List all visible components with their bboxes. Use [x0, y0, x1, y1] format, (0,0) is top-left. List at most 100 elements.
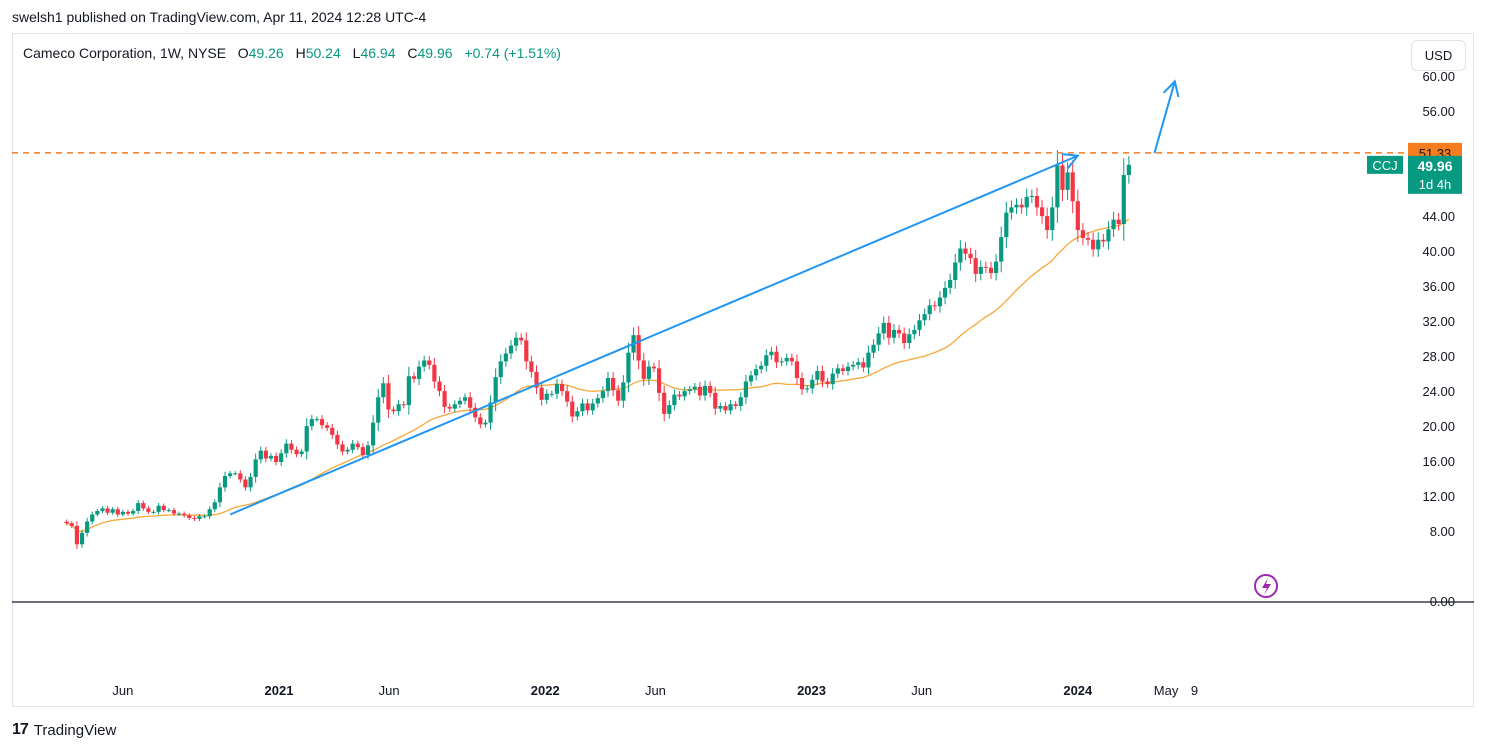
candle	[524, 332, 529, 370]
y-tick-label: 16.00	[1422, 454, 1455, 469]
candle	[544, 389, 549, 405]
candle	[110, 507, 115, 515]
candle	[386, 374, 391, 418]
candle	[437, 376, 442, 397]
projection-arrow[interactable]	[1153, 79, 1180, 154]
candle	[595, 393, 600, 408]
candle	[1091, 232, 1096, 257]
candle	[1075, 189, 1080, 242]
candle	[697, 381, 703, 401]
candle	[1019, 198, 1024, 214]
candle	[115, 506, 120, 517]
candle	[743, 374, 748, 404]
candle	[1111, 211, 1116, 238]
candle	[753, 364, 759, 381]
candle	[759, 361, 764, 374]
candle	[815, 365, 820, 386]
candle	[151, 509, 156, 514]
candle	[457, 396, 463, 409]
candle	[371, 415, 376, 453]
candle	[963, 242, 968, 261]
change-value: +0.74 (+1.51%)	[464, 45, 561, 61]
candle	[85, 517, 90, 537]
candle	[835, 363, 840, 379]
candle	[217, 482, 223, 508]
candle	[810, 374, 815, 394]
trend-arrow[interactable]	[229, 153, 1080, 516]
candle	[442, 384, 447, 414]
candle	[182, 511, 187, 518]
candle	[1024, 188, 1029, 216]
candle	[1096, 232, 1101, 257]
candle	[1009, 200, 1014, 220]
publisher-attribution: swelsh1 published on TradingView.com, Ap…	[12, 9, 427, 25]
candle	[74, 521, 80, 549]
candle	[478, 413, 483, 429]
candle	[549, 390, 554, 397]
candle	[488, 395, 493, 430]
candle	[626, 342, 631, 393]
high-label: H	[295, 45, 306, 61]
candle	[575, 407, 580, 421]
candle	[932, 300, 937, 311]
candle	[105, 506, 110, 516]
candle	[202, 514, 207, 519]
candle	[314, 416, 320, 422]
alert-lightning-icon[interactable]	[1254, 574, 1278, 598]
candle	[774, 345, 779, 369]
candle	[406, 366, 411, 415]
candle	[187, 513, 192, 521]
candle	[401, 401, 406, 409]
candle	[1106, 221, 1111, 250]
candle	[462, 393, 468, 405]
last-price-tag: 49.96 1d 4h	[1408, 155, 1462, 194]
candle	[136, 499, 141, 515]
candle	[789, 353, 794, 366]
candle	[513, 332, 519, 352]
candle	[171, 508, 177, 516]
currency-button[interactable]: USD	[1411, 40, 1466, 71]
candle	[953, 253, 958, 289]
candle	[891, 324, 897, 344]
candle	[304, 418, 309, 460]
moving-average-line	[66, 218, 1130, 533]
candle	[391, 406, 396, 415]
candle	[258, 446, 263, 464]
candle	[1065, 162, 1070, 200]
candle	[253, 453, 258, 483]
candle	[784, 353, 789, 366]
candle	[166, 508, 171, 513]
symbol-name[interactable]: Cameco Corporation, 1W, NYSE	[23, 45, 227, 61]
candle	[125, 509, 131, 516]
candle	[1070, 160, 1075, 214]
candle	[427, 356, 432, 370]
y-tick-label: 32.00	[1422, 314, 1455, 329]
svg-text:49.96: 49.96	[1417, 158, 1452, 174]
y-tick-label: 8.00	[1430, 524, 1455, 539]
candle	[748, 370, 754, 387]
close-value: 49.96	[417, 45, 453, 61]
candle	[156, 503, 161, 515]
x-tick-label: 2021	[265, 683, 294, 698]
candle	[284, 439, 289, 458]
candle	[702, 380, 708, 401]
candle	[820, 365, 825, 388]
candle	[452, 400, 457, 413]
svg-text:1d 4h: 1d 4h	[1419, 177, 1452, 192]
candle	[79, 529, 85, 548]
candle	[539, 382, 544, 406]
candle	[881, 316, 886, 340]
candle	[529, 355, 534, 378]
candle	[799, 372, 805, 395]
candle	[641, 353, 646, 387]
candle	[927, 299, 932, 321]
candle	[886, 315, 891, 345]
candle	[350, 439, 355, 454]
candle	[912, 324, 917, 340]
candle	[917, 314, 922, 337]
low-label: L	[352, 45, 361, 61]
candle	[207, 506, 212, 520]
x-tick-label: Jun	[379, 683, 400, 698]
candle	[212, 499, 217, 513]
